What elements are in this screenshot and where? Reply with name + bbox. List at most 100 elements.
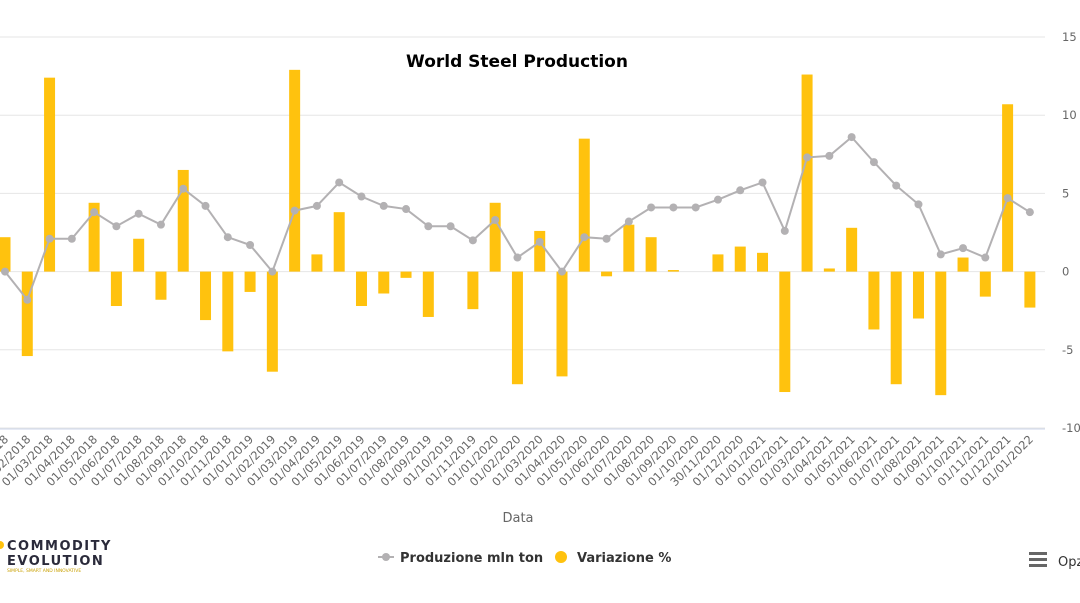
bar	[133, 238, 145, 272]
bar	[578, 138, 590, 272]
line-point	[1025, 208, 1034, 217]
line-point	[936, 250, 945, 259]
menu-label[interactable]: Opzioni	[1058, 555, 1080, 570]
menu-bar[interactable]	[1029, 558, 1047, 561]
line-point	[268, 267, 277, 276]
line-point	[90, 208, 99, 217]
legend-label: Produzione mln ton	[400, 551, 543, 566]
bar	[266, 271, 278, 372]
line-point	[179, 184, 188, 193]
y2-tick-label: -10	[1062, 421, 1080, 435]
line-point	[491, 215, 500, 224]
line-point	[290, 206, 299, 215]
line-point	[246, 241, 255, 250]
legend: Produzione mln ton Variazione %	[378, 551, 671, 566]
line-point	[825, 151, 834, 160]
bar	[935, 271, 947, 396]
line-point	[892, 181, 901, 190]
line-point	[624, 217, 633, 226]
line-point	[201, 201, 210, 210]
bar	[823, 268, 835, 272]
y2-tick-label: 10	[1062, 108, 1077, 122]
legend-label: Variazione %	[577, 551, 671, 566]
line-point	[424, 222, 433, 231]
bar	[88, 202, 100, 272]
line-point	[67, 234, 76, 243]
line-point	[513, 253, 522, 262]
bar	[556, 271, 568, 377]
bar	[0, 237, 11, 272]
bar	[912, 271, 924, 319]
line-point	[647, 203, 656, 212]
logo-line1: COMMODITY	[7, 539, 112, 554]
bar	[667, 270, 679, 272]
line-point	[780, 226, 789, 235]
bar	[378, 271, 390, 294]
line-point	[156, 220, 165, 229]
bar	[511, 271, 523, 385]
bar	[957, 257, 969, 272]
bar	[1002, 104, 1014, 272]
line-point	[1, 267, 9, 276]
legend-marker	[555, 551, 567, 563]
line-point	[535, 237, 544, 246]
logo: COMMODITY EVOLUTION SIMPLE, SMART AND IN…	[0, 539, 112, 574]
bar	[489, 202, 501, 272]
line-point	[691, 203, 700, 212]
line-point	[914, 200, 923, 209]
logo-dot	[0, 541, 4, 549]
bar	[890, 271, 902, 385]
bar	[979, 271, 991, 297]
y2-tick-label: -5	[1062, 343, 1073, 357]
bar	[155, 271, 167, 300]
bar	[200, 271, 212, 321]
logo-line2: EVOLUTION	[7, 554, 104, 569]
bar	[355, 271, 367, 307]
y2-tick-label: 15	[1062, 30, 1077, 44]
bar	[846, 227, 858, 272]
line-point	[134, 209, 143, 218]
bar	[21, 271, 33, 357]
bar	[801, 74, 813, 272]
line-point	[112, 222, 121, 231]
menu-bar[interactable]	[1029, 564, 1047, 567]
line-point	[357, 192, 366, 201]
line-point	[45, 234, 54, 243]
line-point	[602, 234, 611, 243]
bar	[467, 271, 479, 310]
bar	[623, 224, 635, 272]
line-point	[335, 178, 344, 187]
line-point	[580, 233, 589, 242]
line-point	[468, 236, 477, 245]
bar	[868, 271, 880, 330]
menu-bar[interactable]	[1029, 552, 1047, 555]
bar	[757, 252, 769, 272]
chart-title: World Steel Production	[406, 52, 628, 72]
y2-tick-label: 5	[1062, 186, 1069, 200]
line-point	[1003, 194, 1012, 203]
bar	[1024, 271, 1036, 308]
bar	[645, 237, 657, 272]
line-point	[803, 153, 812, 162]
line-point	[558, 267, 566, 276]
line-point	[959, 244, 968, 253]
bar	[222, 271, 234, 352]
line-point	[669, 203, 678, 212]
logo-tagline: SIMPLE, SMART AND INNOVATIVE	[7, 568, 81, 574]
line-point	[23, 295, 32, 304]
bar	[289, 69, 301, 272]
menu-button[interactable]: Opzioni	[1029, 552, 1080, 570]
line-point	[758, 178, 767, 187]
bar	[534, 230, 546, 272]
y2-tick-label: 0	[1062, 265, 1069, 279]
line-point	[312, 201, 321, 210]
bar	[734, 246, 746, 272]
bar	[44, 77, 56, 272]
line-point	[847, 133, 856, 142]
bar	[110, 271, 122, 307]
line-point	[736, 186, 745, 195]
line-point	[379, 201, 388, 210]
bar	[712, 254, 724, 272]
bar	[779, 271, 791, 393]
